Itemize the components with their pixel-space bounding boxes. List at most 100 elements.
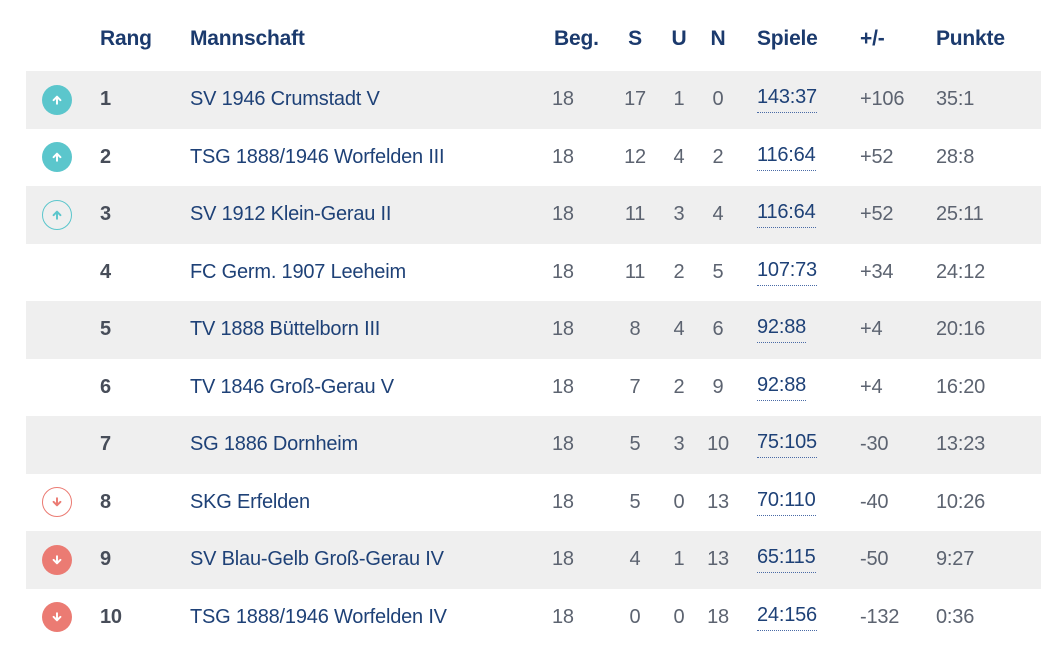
plusminus-value: +106 [860,88,905,111]
losses-value: 5 [712,260,724,283]
team-link[interactable]: FC Germ. 1907 Leeheim [190,260,406,283]
spiele-score-link[interactable]: 107:73 [757,259,817,286]
team-link[interactable]: TSG 1888/1946 Worfelden III [190,145,445,168]
losses-value: 18 [707,605,729,628]
col-header-s: S [628,26,642,50]
table-row: 5 TV 1888 Büttelborn III 18 8 4 6 92:88 … [26,301,1041,359]
col-header-punkte: Punkte [936,26,1005,50]
spiele-score-link[interactable]: 116:64 [757,144,816,171]
wins-value: 5 [629,490,641,513]
beg-value: 18 [552,145,574,168]
draws-value: 4 [673,145,685,168]
col-header-rang: Rang [100,26,152,50]
beg-value: 18 [552,490,574,513]
movement-cell [26,602,72,633]
beg-value: 18 [552,375,574,398]
team-link[interactable]: SG 1886 Dornheim [190,433,359,456]
plusminus-value: +52 [860,145,894,168]
col-header-spiele: Spiele [757,26,818,50]
team-link[interactable]: TSG 1888/1946 Worfelden IV [190,605,447,628]
rank-down-icon [42,602,72,633]
team-link[interactable]: TV 1888 Büttelborn III [190,318,381,341]
draws-value: 0 [673,490,685,513]
rank-up-icon [42,84,72,115]
plusminus-value: +4 [860,318,883,341]
wins-value: 17 [624,88,646,111]
spiele-score-link[interactable]: 116:64 [757,201,816,229]
beg-value: 18 [552,605,574,628]
spiele-score-link[interactable]: 75:105 [757,431,817,459]
punkte-value: 20:16 [936,318,986,341]
beg-value: 18 [552,318,574,341]
plusminus-value: +4 [860,375,883,398]
draws-value: 4 [673,318,685,341]
draws-value: 3 [673,433,685,456]
rank-value: 6 [100,375,111,398]
rank-value: 1 [100,88,111,111]
rank-down-outline-icon [42,487,72,518]
rank-up-outline-icon [42,199,72,230]
team-link[interactable]: TV 1846 Groß-Gerau V [190,375,394,398]
plusminus-value: -132 [860,605,900,628]
beg-value: 18 [552,203,574,226]
punkte-value: 35:1 [936,88,975,111]
movement-cell [26,199,72,230]
losses-value: 2 [712,145,724,168]
plusminus-value: -50 [860,548,889,571]
team-link[interactable]: SV 1946 Crumstadt V [190,88,380,111]
team-link[interactable]: SKG Erfelden [190,490,310,513]
spiele-score-link[interactable]: 65:115 [757,546,816,574]
table-row: 6 TV 1846 Groß-Gerau V 18 7 2 9 92:88 +4… [26,359,1041,417]
movement-cell [26,487,72,518]
rank-up-icon [42,142,72,173]
punkte-value: 25:11 [936,203,984,226]
movement-cell [26,84,72,115]
team-link[interactable]: SV Blau-Gelb Groß-Gerau IV [190,548,444,571]
wins-value: 0 [629,605,641,628]
draws-value: 3 [673,203,685,226]
losses-value: 10 [707,433,729,456]
beg-value: 18 [552,88,574,111]
table-body: 1 SV 1946 Crumstadt V 18 17 1 0 143:37 +… [0,71,1058,646]
plusminus-value: -30 [860,433,889,456]
draws-value: 1 [673,548,685,571]
spiele-score-link[interactable]: 92:88 [757,374,806,401]
punkte-value: 9:27 [936,548,975,571]
losses-value: 13 [707,548,729,571]
punkte-value: 0:36 [936,605,975,628]
losses-value: 4 [712,203,724,226]
spiele-score-link[interactable]: 143:37 [757,86,817,114]
plusminus-value: +52 [860,203,894,226]
movement-cell [26,142,72,173]
table-row: 7 SG 1886 Dornheim 18 5 3 10 75:105 -30 … [26,416,1041,474]
spiele-score-link[interactable]: 70:110 [757,489,816,516]
losses-value: 13 [707,490,729,513]
losses-value: 6 [712,318,724,341]
punkte-value: 24:12 [936,260,986,283]
rank-value: 7 [100,433,111,456]
team-link[interactable]: SV 1912 Klein-Gerau II [190,203,392,226]
wins-value: 7 [629,375,641,398]
table-row: 4 FC Germ. 1907 Leeheim 18 11 2 5 107:73… [26,244,1041,302]
league-standings-table: Rang Mannschaft Beg. S U N Spiele +/- Pu… [0,0,1058,646]
beg-value: 18 [552,260,574,283]
spiele-score-link[interactable]: 92:88 [757,316,806,344]
rank-value: 2 [100,145,111,168]
table-row: 9 SV Blau-Gelb Groß-Gerau IV 18 4 1 13 6… [26,531,1041,589]
col-header-beg: Beg. [554,26,599,50]
punkte-value: 28:8 [936,145,975,168]
rank-value: 3 [100,203,111,226]
rank-value: 8 [100,490,111,513]
rank-value: 4 [100,260,111,283]
table-header-row: Rang Mannschaft Beg. S U N Spiele +/- Pu… [26,0,1041,71]
table-row: 8 SKG Erfelden 18 5 0 13 70:110 -40 10:2… [26,474,1041,532]
spiele-score-link[interactable]: 24:156 [757,604,817,631]
beg-value: 18 [552,433,574,456]
movement-cell [26,544,72,575]
table-row: 2 TSG 1888/1946 Worfelden III 18 12 4 2 … [26,129,1041,187]
table-row: 10 TSG 1888/1946 Worfelden IV 18 0 0 18 … [26,589,1041,647]
col-header-u: U [671,26,687,50]
col-header-n: N [710,26,726,50]
wins-value: 4 [629,548,641,571]
wins-value: 11 [624,203,646,226]
